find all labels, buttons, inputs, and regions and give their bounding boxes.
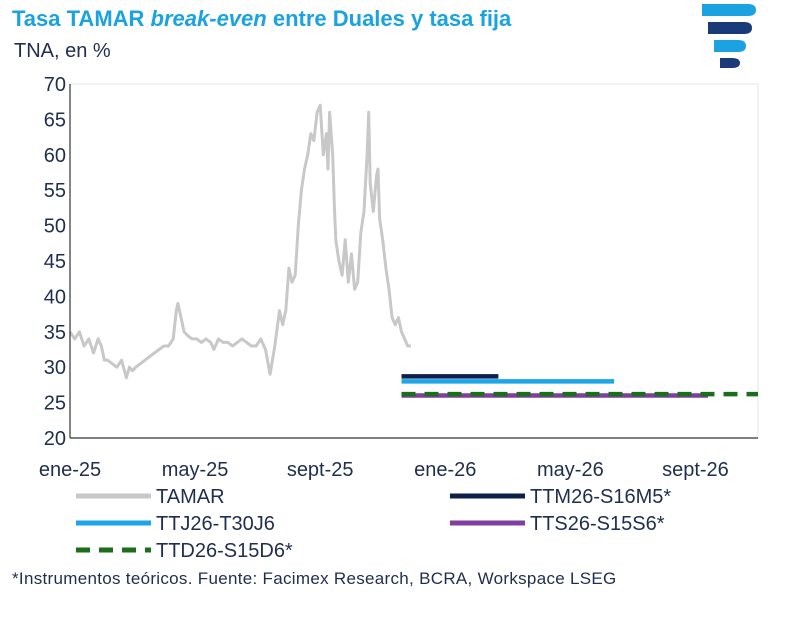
y-tick-label: 30: [44, 357, 66, 379]
series-line-tamar: [68, 103, 411, 380]
footnote: *Instrumentos teóricos. Fuente: Facimex …: [12, 569, 617, 588]
y-tick-label: 50: [44, 216, 66, 238]
legend-label: TTS26-S15S6*: [530, 513, 665, 535]
y-tick-label: 35: [44, 322, 66, 344]
plot-frame: [69, 83, 759, 439]
facimex-logo-icon: [702, 4, 756, 68]
y-tick-label: 20: [44, 428, 66, 450]
y-tick-label: 40: [44, 286, 66, 308]
y-tick-label: 60: [44, 145, 66, 167]
x-tick-label: may-26: [537, 459, 604, 481]
x-tick-label: sept-26: [662, 459, 729, 481]
y-axis-ticks: 20 25 30 35 40 45 50 55 60 65 70: [44, 74, 66, 450]
x-tick-label: ene-26: [414, 459, 476, 481]
series-layer: [68, 103, 758, 398]
x-tick-label: ene-25: [39, 459, 101, 481]
y-tick-label: 70: [44, 74, 66, 96]
chart-subtitle: TNA, en %: [14, 40, 111, 62]
legend: TAMAR TTM26-S16M5* TTJ26-T30J6 TTS26-S15S6*…: [76, 486, 671, 562]
x-tick-label: may-25: [162, 459, 229, 481]
x-tick-label: sept-25: [287, 459, 354, 481]
legend-label: TTD26-S15D6*: [156, 540, 293, 562]
y-tick-label: 65: [44, 109, 66, 131]
chart-title: Tasa TAMAR break-even entre Duales y tas…: [12, 6, 511, 32]
x-axis-ticks: ene-25 may-25 sept-25 ene-26 may-26 sept-26: [39, 459, 729, 481]
legend-label: TTJ26-T30J6: [156, 513, 275, 535]
axes: [69, 84, 758, 439]
y-tick-label: 45: [44, 251, 66, 273]
y-tick-label: 55: [44, 180, 66, 202]
plot-area: [69, 83, 759, 439]
title-emphasis: break-even: [150, 6, 267, 31]
title-suffix: entre Duales y tasa fija: [266, 6, 512, 31]
title-prefix: Tasa TAMAR: [12, 6, 151, 31]
legend-label: TAMAR: [156, 486, 225, 508]
legend-label: TTM26-S16M5*: [530, 486, 671, 508]
y-tick-label: 25: [44, 393, 66, 415]
